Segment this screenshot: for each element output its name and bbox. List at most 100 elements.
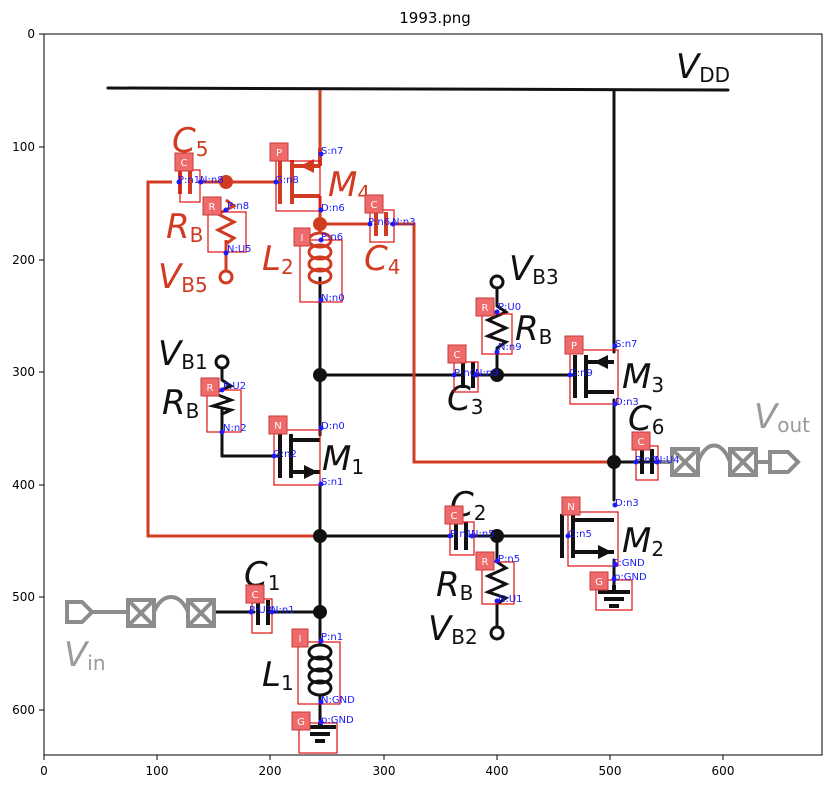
svg-text:P:n1: P:n1 <box>450 529 472 540</box>
label-m2: M2 <box>622 521 664 561</box>
label-l2: L2 <box>262 239 294 279</box>
svg-text:I: I <box>301 233 304 244</box>
svg-text:C: C <box>454 350 461 361</box>
svg-text:D:n6: D:n6 <box>321 203 345 214</box>
svg-text:N:n9: N:n9 <box>475 368 499 379</box>
output-port <box>658 443 801 477</box>
svg-text:S:n7: S:n7 <box>615 339 637 350</box>
x-tick-label: 0 <box>40 764 48 778</box>
svg-text:D:n0: D:n0 <box>321 421 345 432</box>
resistors <box>207 198 510 606</box>
svg-text:P:n0: P:n0 <box>454 368 476 379</box>
x-axis: 0 100 200 300 400 500 600 <box>40 755 734 778</box>
c3-plates <box>461 362 475 388</box>
component-annotation: C P:n1 N:n8 <box>174 152 224 203</box>
label-rb-red: RB <box>166 207 203 247</box>
c2-plates <box>454 522 468 550</box>
transistors <box>278 148 614 559</box>
component-annotation: G p:GND <box>589 571 647 611</box>
svg-text:P:n8: P:n8 <box>227 201 249 212</box>
label-vdd: VDD <box>676 47 730 87</box>
svg-text:N:n2: N:n2 <box>223 423 247 434</box>
figure-title: 1993.png <box>399 9 471 27</box>
c1-plates <box>256 600 270 625</box>
svg-text:C: C <box>252 590 259 601</box>
y-axis: 0 100 200 300 400 500 600 <box>12 27 44 717</box>
label-m1: M1 <box>322 439 364 479</box>
svg-text:P:n1: P:n1 <box>321 632 343 643</box>
label-vb5: VB5 <box>158 257 208 297</box>
rb-left-zigzag <box>207 378 236 416</box>
component-annotation: C P:n6 N:n3 <box>364 194 416 243</box>
svg-text:P:n6: P:n6 <box>368 217 390 228</box>
y-tick-label: 500 <box>12 590 35 604</box>
svg-text:G:n9: G:n9 <box>569 368 593 379</box>
label-m4: M4 <box>328 165 370 205</box>
svg-text:G:n8: G:n8 <box>275 175 299 186</box>
component-annotation: C P:U3 N:n1 <box>245 584 295 634</box>
svg-text:N:n8: N:n8 <box>200 175 224 186</box>
label-vin: Vin <box>64 635 106 675</box>
svg-text:D:n3: D:n3 <box>615 498 639 509</box>
svg-text:p:GND: p:GND <box>321 715 354 726</box>
svg-text:C: C <box>451 511 458 522</box>
svg-text:N:n1: N:n1 <box>271 605 295 616</box>
svg-text:R: R <box>207 383 214 394</box>
svg-text:N:n9: N:n9 <box>498 342 522 353</box>
svg-text:S:GND: S:GND <box>612 558 645 569</box>
bias-terminals <box>214 240 505 641</box>
label-rb-top: RB <box>515 309 552 349</box>
label-vout: Vout <box>754 397 810 437</box>
component-annotation: P S:n7 G:n8 D:n6 <box>269 142 345 214</box>
input-port <box>65 595 216 628</box>
y-tick-label: 100 <box>12 140 35 154</box>
red-wires <box>146 90 614 538</box>
y-tick-label: 400 <box>12 478 35 492</box>
svg-text:P: P <box>571 341 577 352</box>
svg-text:C: C <box>371 200 378 211</box>
svg-text:P:U3: P:U3 <box>249 605 272 616</box>
svg-text:S:n7: S:n7 <box>321 146 343 157</box>
label-rb-bot: RB <box>436 565 473 605</box>
x-tick-label: 500 <box>599 764 622 778</box>
component-annotation: C P:n1 N:n5 <box>444 505 495 556</box>
component-annotation: N D:n3 G:n5 S:GND <box>561 496 645 569</box>
svg-text:R: R <box>482 303 489 314</box>
m1-symbol <box>278 434 320 479</box>
x-tick-label: 100 <box>146 764 169 778</box>
component-annotation: I P:n1 N:GND <box>291 628 355 706</box>
label-vb3: VB3 <box>509 249 559 289</box>
y-tick-label: 600 <box>12 703 35 717</box>
x-tick-label: 600 <box>712 764 735 778</box>
svg-text:N:U5: N:U5 <box>227 244 252 255</box>
svg-text:G: G <box>297 717 305 728</box>
svg-text:P:n3: P:n3 <box>635 455 657 466</box>
component-annotation: R P:U2 N:n2 <box>200 377 247 435</box>
x-tick-label: 200 <box>259 764 282 778</box>
m2-symbol <box>560 514 614 559</box>
svg-text:R: R <box>209 202 216 213</box>
svg-text:N: N <box>567 502 574 513</box>
circuit-labels: VDD VB3 RB M3 C6 Vout C3 VB1 RB M1 C2 M2… <box>64 47 810 695</box>
m3-symbol <box>573 355 614 398</box>
vb3-terminal <box>489 274 505 290</box>
component-annotation: R P:n5 N:U1 <box>475 551 523 605</box>
rb-bot-zigzag <box>483 560 510 606</box>
c6-plates <box>640 449 654 474</box>
ground-m2 <box>598 585 630 608</box>
svg-text:P: P <box>276 148 282 159</box>
axes-frame <box>43 33 823 756</box>
vb1-terminal <box>214 354 230 370</box>
svg-text:R: R <box>482 557 489 568</box>
svg-text:N:n0: N:n0 <box>321 293 345 304</box>
svg-text:C: C <box>181 158 188 169</box>
label-vb1: VB1 <box>158 334 208 374</box>
component-annotation: N D:n0 G:n2 S:n1 <box>268 415 345 488</box>
svg-text:P:n1: P:n1 <box>178 175 200 186</box>
label-c4: C4 <box>364 239 400 279</box>
svg-text:P:n6: P:n6 <box>321 232 343 243</box>
l1-coil <box>307 643 333 697</box>
c4-plates <box>374 212 388 236</box>
vdd-rail <box>106 86 730 92</box>
